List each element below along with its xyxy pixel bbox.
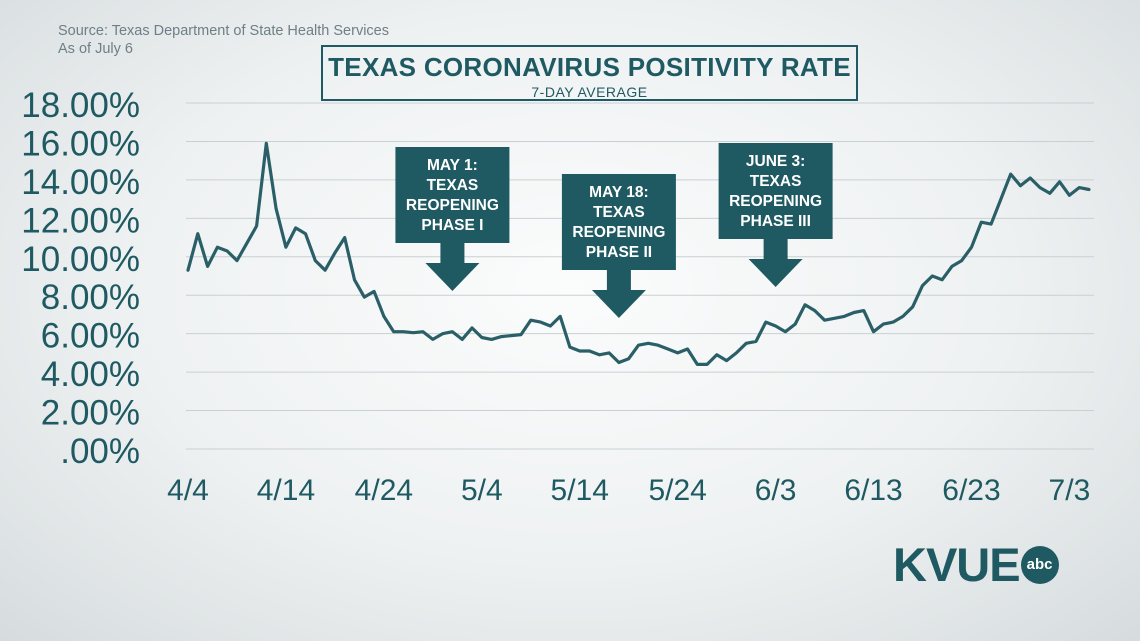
x-tick-label: 6/23 xyxy=(942,474,1000,507)
y-tick-label: 2.00% xyxy=(41,394,140,433)
annotation-box xyxy=(718,143,833,239)
x-tick-label: 5/24 xyxy=(648,474,706,507)
chart-title-box: TEXAS CORONAVIRUS POSITIVITY RATE 7-DAY … xyxy=(321,45,858,101)
x-tick-label: 5/14 xyxy=(551,474,609,507)
x-tick-label: 6/3 xyxy=(755,474,797,507)
annotation-box xyxy=(395,147,510,243)
chart-subtitle: 7-DAY AVERAGE xyxy=(531,84,648,100)
y-tick-label: 18.00% xyxy=(21,86,140,125)
y-tick-label: 4.00% xyxy=(41,355,140,394)
down-arrow-icon xyxy=(591,270,646,318)
y-tick-label: .00% xyxy=(60,432,140,471)
annotation-text: PHASE II xyxy=(586,244,652,261)
abc-badge: abc xyxy=(1020,546,1059,584)
y-tick-label: 6.00% xyxy=(41,317,140,356)
annotation-text: TEXAS xyxy=(750,173,802,190)
annotation-text: JUNE 3: xyxy=(746,153,805,170)
source-note: Source: Texas Department of State Health… xyxy=(58,22,389,58)
annotation-text: MAY 18: xyxy=(589,184,648,201)
reopening-annotation: MAY 1: TEXAS REOPENING PHASE I xyxy=(395,147,510,291)
x-tick-label: 4/4 xyxy=(167,474,209,507)
down-arrow-icon xyxy=(748,239,803,287)
x-tick-label: 7/3 xyxy=(1049,474,1091,507)
annotation-text: PHASE I xyxy=(421,217,483,234)
y-tick-label: 12.00% xyxy=(21,201,140,240)
logo-text: KVUE xyxy=(893,538,1021,591)
down-arrow-icon xyxy=(425,243,480,291)
annotation-text: REOPENING xyxy=(572,224,665,241)
x-tick-label: 5/4 xyxy=(461,474,503,507)
chart-title: TEXAS CORONAVIRUS POSITIVITY RATE xyxy=(328,52,851,82)
annotation-box xyxy=(561,174,676,270)
reopening-annotation: MAY 18: TEXAS REOPENING PHASE II xyxy=(561,174,676,318)
y-tick-label: 10.00% xyxy=(21,240,140,279)
x-tick-label: 4/24 xyxy=(355,474,413,507)
annotation-text: PHASE III xyxy=(740,213,811,230)
kvue-abc-logo: KVUE abc xyxy=(893,538,1059,591)
annotation-text: REOPENING xyxy=(729,193,822,210)
as-of-date: As of July 6 xyxy=(58,41,133,57)
annotation-text: MAY 1: xyxy=(427,157,478,174)
y-tick-label: 14.00% xyxy=(21,163,140,202)
series-line xyxy=(186,141,1091,366)
annotation-text: TEXAS xyxy=(593,204,645,221)
y-tick-label: 8.00% xyxy=(41,278,140,317)
source-line: Source: Texas Department of State Health… xyxy=(58,23,389,39)
y-tick-label: 16.00% xyxy=(21,124,140,163)
x-tick-label: 4/14 xyxy=(257,474,315,507)
annotation-text: REOPENING xyxy=(406,197,499,214)
reopening-annotation: JUNE 3: TEXAS REOPENING PHASE III xyxy=(718,143,833,287)
x-tick-label: 6/13 xyxy=(844,474,902,507)
annotation-text: TEXAS xyxy=(427,177,479,194)
